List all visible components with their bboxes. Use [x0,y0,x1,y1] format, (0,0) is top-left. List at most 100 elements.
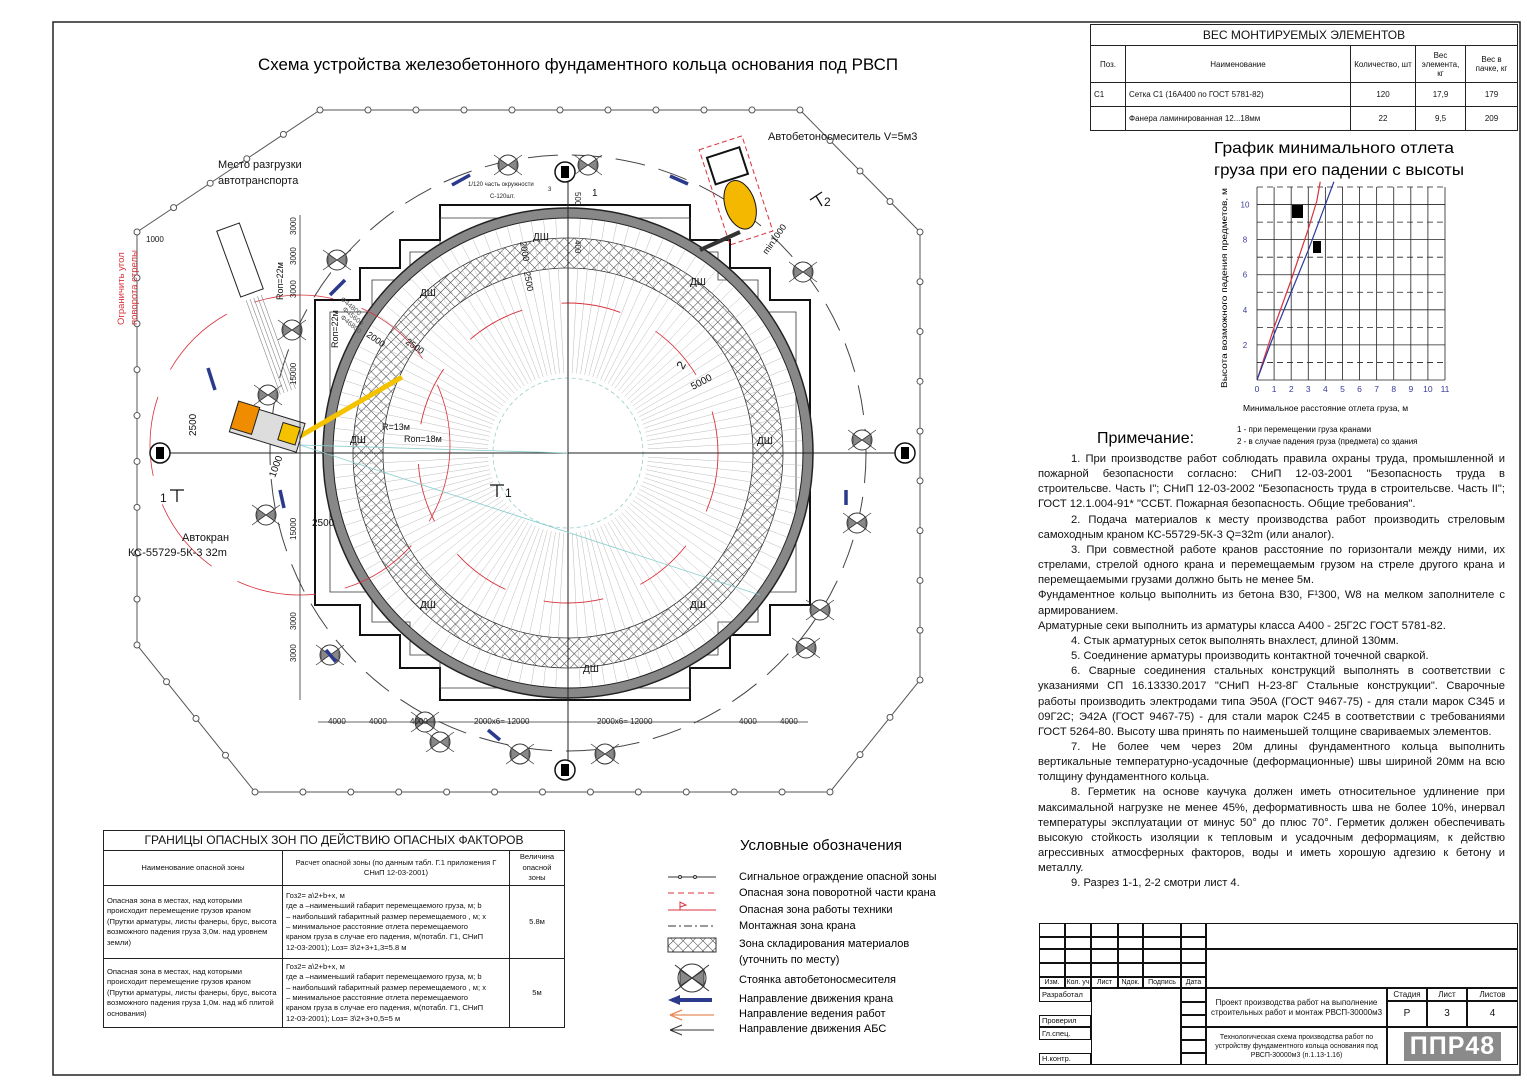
legend-item-label: Монтажная зона крана [739,920,856,932]
legend-item-label: Сигнальное ограждение опасной зоны [739,871,937,883]
chart-x-tick: 3 [1306,384,1311,394]
dimension-label: 3000 [289,280,298,298]
fence-post [916,328,924,336]
project-title: Проект производства работ на выполнение … [1206,988,1387,1027]
expansion-joint-label: ДШ [350,435,366,446]
note-paragraph: 1. При производстве работ соблюдать прав… [1038,453,1505,511]
company-logo: ППР48 [1403,1031,1502,1061]
dimension-label: 3000 [289,612,298,630]
fence-post [539,788,546,796]
limit-angle-label: поворота стрелы [129,250,140,325]
title-block-header: Изм. [1039,977,1065,988]
legend-item-label: Зона складирования материалов [739,938,909,950]
fence-post [243,155,251,163]
dimension-label: 4000 [369,717,387,726]
hazard-zones-table: ГРАНИЦЫ ОПАСНЫХ ЗОН ПО ДЕЙСТВИЮ ОПАСНЫХ … [103,830,565,1028]
fence-post [133,595,141,603]
zone-calc: Гоз2= a\2+b+x, м где a –наименьший габари… [282,885,510,959]
fence-post [916,576,924,584]
fall-distance-chart: График минимального отлета груза при его… [1214,140,1464,446]
fence-post [133,274,141,282]
weights-table-title: ВЕС МОНТИРУЕМЫХ ЭЛЕМЕНТОВ [1090,24,1518,46]
cell-weight: 17,9 [1415,82,1466,107]
dimension-label: 3000 [289,217,298,235]
legend-item-label: Направление ведения работ [739,1008,886,1020]
chart-x-tick: 5 [1340,384,1345,394]
dimension-label: 2500 [188,413,199,436]
chart-x-tick: 1 [1272,384,1277,394]
column-header: Поз. [1090,45,1126,83]
dimension-label: 4000 [780,717,798,726]
fence-post [222,751,229,759]
fence-post [826,788,834,796]
dimension-label: 2500 [522,271,535,292]
fence-post [133,549,141,557]
truck-crane [228,374,404,453]
dimension-label: 15000 [289,517,298,540]
fence-post [730,788,738,796]
calc-line: – наибольший габаритный размер перемещае… [286,982,487,992]
section-mark: 1 [592,188,598,199]
chart-title: График минимального отлета [1214,140,1454,157]
fence-post [886,713,894,721]
drawing-title: Схема устройства железобетонного фундаме… [258,55,898,74]
title-block-header: Nдок. [1118,977,1143,988]
chart-x-tick: 4 [1323,384,1328,394]
section-mark: 2 [824,195,831,209]
notes-title: Примечание: [1097,430,1194,447]
fence-post [133,320,141,328]
title-block-header: Кол. уч [1065,977,1091,988]
dimension-label: 3 [548,187,552,193]
section-mark: 1 [505,486,512,500]
chart-y-tick: 6 [1243,271,1248,280]
mixer-parking-icon [277,319,307,341]
fence-post [916,527,924,535]
expansion-joint-label: ДШ [533,232,549,243]
legend-item-label: Направление движения АБС [739,1023,886,1035]
expansion-joint-label: ДШ [757,436,773,447]
fence-post [700,106,708,114]
radius-label: R=13м [382,422,410,432]
axis-marker-icon [554,161,576,183]
calc-line: где a –наименьший габарит перемещаемого … [286,972,482,982]
hazard-table-title: ГРАНИЦЫ ОПАСНЫХ ЗОН ПО ДЕЙСТВИЮ ОПАСНЫХ … [103,830,565,851]
chart-y-label: Высота возможного падения предметов, м [1219,188,1229,388]
fence-post [133,457,141,465]
calc-line: краном груза в случае его падения, м(пот… [286,932,484,942]
note-paragraph: 8. Герметик на основе каучука должен име… [1038,786,1505,875]
concrete-mixer-truck [698,135,774,246]
cell-name: Фанера ламинированная 12...18мм [1125,106,1351,131]
sheets-label: Листов [1467,988,1518,1001]
mixer-parking-icon [425,731,455,753]
foundation-inner-outline [329,217,797,689]
mixer-parking-icon [493,154,523,176]
fence-post [856,751,864,759]
fence-post [508,106,516,114]
crane-label: Автокран [182,532,229,544]
calc-line: краном груза в случае его падения, м(пот… [286,1003,484,1013]
axis-marker-icon [894,442,916,464]
mixer-parking-icon [253,384,283,406]
chart-series-line-1 [1256,181,1321,381]
fence-post [170,204,178,212]
calc-line: Гоз2= a\2+b+x, м [286,961,345,971]
crane-direction-arrow-icon [451,173,471,187]
chart-legend-1: 1 - при перемещении груза кранами [1237,425,1371,434]
chart-marker [1313,241,1321,253]
zone-value: 5.8м [509,885,565,959]
fence-post [916,676,924,684]
fence-post [316,106,324,114]
fence-post [748,106,756,114]
fence-post [491,788,499,796]
fence-post [133,503,141,511]
crane-direction-arrow-icon [206,367,217,391]
crane-direction-arrow-icon [324,648,338,664]
fence-post [586,788,594,796]
fence-post [856,167,864,175]
signal-fence-icon [668,875,716,879]
dimension-label: 4000 [410,717,428,726]
chart-x-tick: 11 [1441,384,1450,394]
mixer-parking-icon [505,743,535,765]
section-mark: 1 [160,491,167,505]
fence-post [133,228,141,236]
